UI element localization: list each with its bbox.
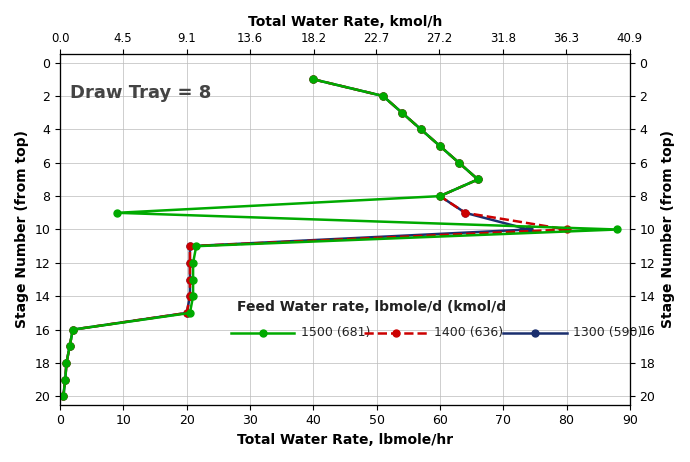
1400 (636): [417, 127, 425, 132]
1400 (636): [183, 310, 191, 316]
1400 (636): [455, 160, 463, 165]
1500 (681): [309, 77, 317, 82]
1500 (681): [186, 310, 194, 316]
1400 (636): [379, 93, 387, 99]
1300 (590): [186, 260, 194, 266]
1400 (636): [61, 377, 70, 383]
1400 (636): [186, 293, 194, 299]
1500 (681): [62, 360, 70, 366]
Line: 1300 (590): 1300 (590): [60, 76, 532, 400]
1300 (590): [398, 110, 406, 116]
Y-axis label: Stage Number (from top): Stage Number (from top): [15, 130, 29, 328]
1300 (590): [186, 243, 194, 249]
Y-axis label: Stage Number (from top): Stage Number (from top): [661, 130, 675, 328]
1500 (681): [189, 293, 197, 299]
1300 (590): [474, 176, 482, 182]
1300 (590): [186, 293, 194, 299]
1300 (590): [379, 93, 387, 99]
1400 (636): [562, 227, 571, 232]
1500 (681): [436, 194, 444, 199]
1300 (590): [61, 377, 70, 383]
1300 (590): [461, 210, 469, 216]
1400 (636): [69, 327, 77, 332]
1500 (681): [59, 394, 68, 399]
1500 (681): [455, 160, 463, 165]
1500 (681): [189, 260, 197, 266]
1400 (636): [474, 176, 482, 182]
1300 (590): [186, 277, 194, 282]
X-axis label: Total Water Rate, kmol/h: Total Water Rate, kmol/h: [248, 15, 442, 29]
1500 (681): [417, 127, 425, 132]
1500 (681): [474, 176, 482, 182]
1500 (681): [61, 377, 70, 383]
1400 (636): [66, 344, 74, 349]
Text: 1400 (636): 1400 (636): [433, 327, 503, 340]
1400 (636): [186, 277, 194, 282]
1300 (590): [436, 143, 444, 149]
1400 (636): [186, 243, 194, 249]
1300 (590): [524, 227, 533, 232]
1400 (636): [62, 360, 70, 366]
Text: Draw Tray = 8: Draw Tray = 8: [70, 85, 211, 102]
Line: 1400 (636): 1400 (636): [60, 76, 570, 400]
1500 (681): [613, 227, 621, 232]
1300 (590): [69, 327, 77, 332]
1500 (681): [398, 110, 406, 116]
1300 (590): [436, 194, 444, 199]
1300 (590): [417, 127, 425, 132]
1300 (590): [309, 77, 317, 82]
1500 (681): [69, 327, 77, 332]
1400 (636): [309, 77, 317, 82]
1300 (590): [59, 394, 68, 399]
1500 (681): [436, 143, 444, 149]
1500 (681): [379, 93, 387, 99]
1400 (636): [436, 194, 444, 199]
1300 (590): [62, 360, 70, 366]
1400 (636): [59, 394, 68, 399]
1500 (681): [66, 344, 74, 349]
1300 (590): [455, 160, 463, 165]
1400 (636): [398, 110, 406, 116]
1400 (636): [461, 210, 469, 216]
1500 (681): [189, 277, 197, 282]
Text: Feed Water rate, lbmole/d (kmol/d: Feed Water rate, lbmole/d (kmol/d: [237, 299, 506, 314]
1400 (636): [436, 143, 444, 149]
1400 (636): [186, 260, 194, 266]
Text: 1500 (681): 1500 (681): [301, 327, 370, 340]
1300 (590): [183, 310, 191, 316]
Line: 1500 (681): 1500 (681): [60, 76, 621, 400]
1300 (590): [66, 344, 74, 349]
1500 (681): [192, 243, 200, 249]
X-axis label: Total Water Rate, lbmole/hr: Total Water Rate, lbmole/hr: [237, 433, 453, 447]
1500 (681): [113, 210, 121, 216]
Text: 1300 (590): 1300 (590): [573, 327, 642, 340]
